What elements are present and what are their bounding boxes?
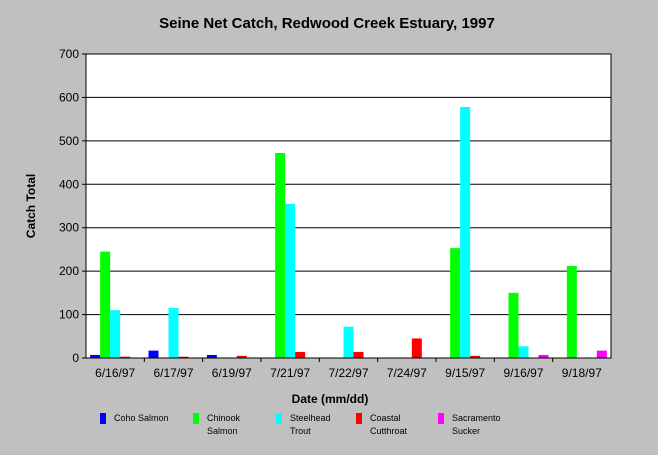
bar xyxy=(566,265,577,358)
legend: Coho Salmon Chinook Salmon Steelhead Tro… xyxy=(0,410,658,450)
chart-title: Seine Net Catch, Redwood Creek Estuary, … xyxy=(159,15,495,32)
y-axis-title: Catch Total xyxy=(24,174,38,238)
bar xyxy=(596,350,607,358)
bar xyxy=(518,346,529,358)
legend-label-line2: Cutthroat xyxy=(370,426,408,436)
bar xyxy=(90,354,101,358)
y-tick-label: 700 xyxy=(59,47,79,61)
legend-label-line1: Steelhead xyxy=(290,413,331,423)
y-tick-label: 100 xyxy=(59,308,79,322)
bar xyxy=(148,350,159,358)
bars xyxy=(90,106,607,359)
legend-label-line1: Sacramento xyxy=(452,413,501,423)
bar xyxy=(275,153,286,358)
x-tick-label: 6/16/97 xyxy=(95,366,135,380)
x-tick-label: 9/18/97 xyxy=(562,366,602,380)
bar xyxy=(450,248,461,358)
bar xyxy=(411,338,422,358)
y-tick-label: 0 xyxy=(72,351,79,365)
gridlines xyxy=(86,96,611,316)
legend-swatch-coho xyxy=(100,413,106,424)
legend-label-line1: Coho Salmon xyxy=(114,413,169,423)
legend-label-line2: Sucker xyxy=(452,426,481,436)
x-tick-label: 6/19/97 xyxy=(212,366,252,380)
bar xyxy=(470,355,481,358)
legend-swatch-chinook xyxy=(193,413,199,424)
bar xyxy=(120,356,131,358)
legend-label-line1: Coastal xyxy=(370,413,401,423)
bar xyxy=(110,310,121,358)
bar xyxy=(508,292,519,358)
bar xyxy=(538,354,549,358)
y-tick-label: 500 xyxy=(59,134,79,148)
legend-swatch-sucker xyxy=(438,413,444,424)
bar xyxy=(460,106,471,359)
legend-label-line2: Trout xyxy=(290,426,311,436)
x-axis-title: Date (mm/dd) xyxy=(292,392,369,406)
x-tick-label: 9/16/97 xyxy=(503,366,543,380)
legend-label-line2: Salmon xyxy=(207,426,238,436)
bar xyxy=(353,351,364,358)
bar xyxy=(206,354,217,358)
x-tick-label: 9/15/97 xyxy=(445,366,485,380)
bar xyxy=(236,355,247,358)
bar xyxy=(100,251,111,358)
legend-swatch-steelhead xyxy=(276,413,282,424)
bar xyxy=(178,356,189,358)
x-tick-label: 7/21/97 xyxy=(270,366,310,380)
x-tick-label: 7/24/97 xyxy=(387,366,427,380)
x-tick-label: 6/17/97 xyxy=(153,366,193,380)
x-axis-ticks: 6/16/97 6/17/97 6/19/97 7/21/97 7/22/97 7/24/… xyxy=(95,358,602,380)
legend-label-line1: Chinook xyxy=(207,413,241,423)
y-tick-label: 300 xyxy=(59,221,79,235)
bar xyxy=(343,326,354,358)
y-tick-label: 400 xyxy=(59,177,79,191)
bar xyxy=(285,203,296,358)
y-tick-label: 600 xyxy=(59,90,79,104)
bar xyxy=(295,351,306,358)
y-axis-ticks: 0 100 200 300 400 500 600 700 xyxy=(59,47,86,365)
legend-swatch-cutthroat xyxy=(356,413,362,424)
x-tick-label: 7/22/97 xyxy=(328,366,368,380)
bar xyxy=(168,308,179,358)
y-tick-label: 200 xyxy=(59,264,79,278)
plot-area xyxy=(85,53,612,359)
